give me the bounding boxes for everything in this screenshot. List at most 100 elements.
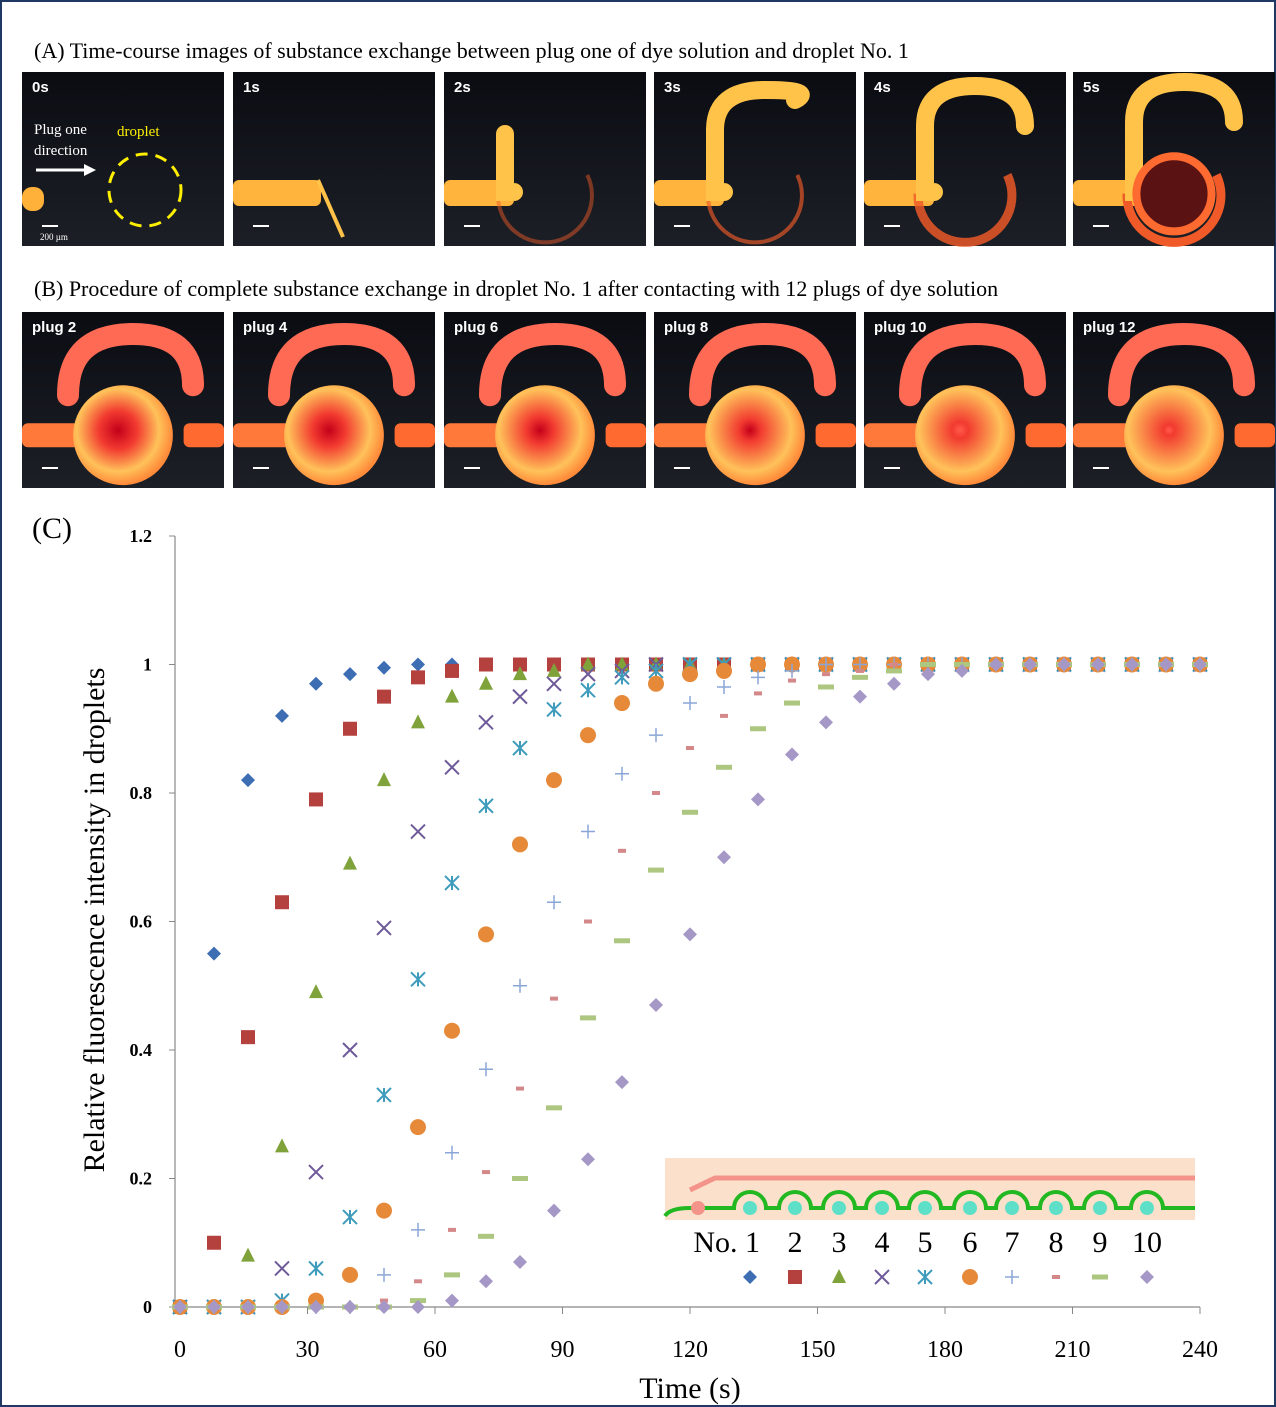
droplet: [1124, 385, 1224, 485]
inset-droplet: [1093, 1201, 1107, 1215]
point: [241, 1030, 255, 1044]
y-tick-label: 0: [143, 1297, 152, 1317]
point: [716, 663, 732, 679]
plug: [22, 187, 44, 211]
x-tick-label: 90: [551, 1337, 575, 1363]
image-frame: 1s: [233, 72, 435, 246]
frame-label: plug 2: [32, 319, 76, 336]
point: [750, 726, 766, 731]
legend-label: 7: [1005, 1226, 1020, 1259]
legend-marker: [1092, 1275, 1108, 1280]
point: [682, 810, 698, 815]
point: [750, 657, 766, 673]
inset-droplet: [1005, 1201, 1019, 1215]
inset-droplet: [1049, 1201, 1063, 1215]
point: [720, 714, 728, 718]
legend-label: 6: [963, 1226, 978, 1259]
legend-label: 8: [1049, 1226, 1064, 1259]
y-axis-title: Relative fluorescence intensity in dropl…: [78, 668, 111, 1173]
frame-label: 0s: [32, 79, 49, 96]
channel-right: [1026, 423, 1066, 447]
point: [920, 662, 936, 667]
image-frame: 5s: [1073, 72, 1275, 246]
point: [448, 1228, 456, 1232]
inset-droplet: [1140, 1201, 1154, 1215]
point: [648, 676, 664, 692]
frame-background: [444, 72, 646, 246]
point: [550, 997, 558, 1001]
point: [444, 1272, 460, 1277]
droplet: [915, 385, 1015, 485]
inset-droplet: [743, 1201, 757, 1215]
point: [207, 1236, 221, 1250]
inset-droplet: [832, 1201, 846, 1215]
x-tick-label: 60: [423, 1337, 447, 1363]
y-tick-label: 0.8: [130, 783, 153, 803]
point: [377, 690, 391, 704]
x-tick-label: 0: [174, 1337, 186, 1363]
frame-label: plug 8: [664, 319, 708, 336]
point: [822, 672, 830, 676]
legend-marker: [962, 1269, 978, 1285]
channel-right: [606, 423, 646, 447]
point: [275, 895, 289, 909]
point: [614, 938, 630, 943]
channel-right: [395, 423, 435, 447]
frame-label: plug 6: [454, 319, 498, 336]
x-tick-label: 30: [296, 1337, 320, 1363]
image-frame: plug 10: [864, 312, 1066, 488]
plug: [233, 180, 321, 206]
annotation: droplet: [117, 124, 160, 140]
point: [342, 1267, 358, 1283]
image-frame: plug 2: [22, 312, 224, 488]
inset-droplet: [788, 1201, 802, 1215]
frame-label: 1s: [243, 79, 260, 96]
point: [411, 670, 425, 684]
point: [886, 668, 902, 673]
legend-marker: [1052, 1275, 1060, 1279]
image-frame: 4s: [864, 72, 1066, 246]
figure: (A) Time-course images of substance exch…: [0, 0, 1276, 1407]
image-frame: 3s: [654, 72, 856, 246]
y-tick-label: 0.4: [130, 1040, 153, 1060]
point: [512, 836, 528, 852]
legend-label: 10: [1132, 1226, 1162, 1259]
x-tick-label: 210: [1055, 1337, 1091, 1363]
point: [652, 791, 660, 795]
image-frame: plug 8: [654, 312, 856, 488]
y-tick-label: 1: [143, 655, 152, 675]
panel-c-label: (C): [32, 512, 72, 545]
channel-right: [1235, 423, 1275, 447]
point: [444, 1023, 460, 1039]
x-tick-label: 150: [800, 1337, 836, 1363]
panel-b-title: (B) Procedure of complete substance exch…: [34, 276, 998, 301]
frame-label: 3s: [664, 79, 681, 96]
y-tick-label: 1.2: [130, 526, 153, 546]
image-frame: Plug onedirectiondroplet200 µm0s: [22, 72, 224, 246]
frame-background: [864, 72, 1066, 246]
point: [716, 765, 732, 770]
image-frame: 2s: [444, 72, 646, 246]
arc-plug: [505, 134, 514, 192]
point: [516, 1087, 524, 1091]
legend-label: 2: [788, 1226, 803, 1259]
point: [754, 691, 762, 695]
legend-label: 9: [1093, 1226, 1108, 1259]
channel-right: [184, 423, 224, 447]
point: [445, 664, 459, 678]
point: [682, 666, 698, 682]
frame-label: 2s: [454, 79, 471, 96]
x-tick-label: 240: [1182, 1337, 1218, 1363]
panel-a-title: (A) Time-course images of substance exch…: [34, 38, 909, 63]
y-tick-label: 0.2: [130, 1169, 153, 1189]
point: [376, 1203, 392, 1219]
point: [580, 1015, 596, 1020]
scale-label: 200 µm: [40, 232, 68, 242]
legend-marker: [788, 1270, 802, 1284]
point: [618, 849, 626, 853]
point: [686, 746, 694, 750]
point: [478, 926, 494, 942]
point: [482, 1170, 490, 1174]
y-tick-label: 0.6: [130, 912, 153, 932]
droplet: [495, 385, 595, 485]
